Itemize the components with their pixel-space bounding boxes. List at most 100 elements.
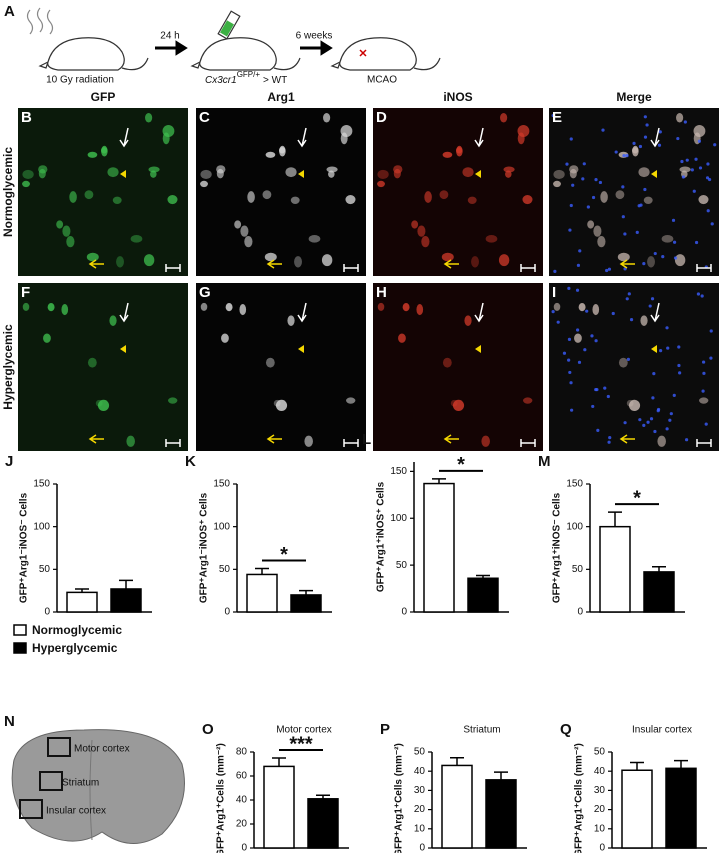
cell [116, 256, 124, 268]
y-tick-label: 20 [414, 804, 426, 815]
y-tick-label: 0 [44, 607, 50, 618]
cell [569, 168, 577, 179]
panel-letter: F [21, 284, 30, 301]
nucleus [652, 371, 656, 376]
cell [109, 315, 117, 326]
nucleus [643, 115, 647, 119]
region-label: Motor cortex [74, 744, 130, 755]
nucleus [653, 251, 657, 256]
bar [621, 769, 653, 849]
cell [38, 168, 46, 179]
y-tick-label: 0 [577, 607, 583, 618]
row-label: Hyperglycemic [1, 324, 15, 410]
y-axis-label: GFP⁺Arg1⁺iNOS⁺ Cells [376, 481, 387, 592]
cell [442, 357, 452, 368]
y-axis-label: GFP⁺Arg1⁻iNOS⁺ Cells [199, 492, 210, 603]
cell [578, 303, 586, 312]
nucleus [638, 418, 642, 422]
arrow [300, 40, 333, 56]
cell [377, 180, 385, 188]
nucleus [705, 176, 710, 180]
y-tick-label: 150 [213, 479, 230, 490]
nucleus [697, 139, 702, 143]
y-tick-label: 50 [219, 564, 231, 575]
panel-letter: B [21, 109, 32, 126]
panel-letter: A [4, 3, 15, 20]
y-tick-label: 40 [594, 766, 606, 777]
nucleus [598, 180, 603, 185]
nucleus [625, 297, 629, 301]
cell [615, 190, 625, 200]
scale-bar [165, 264, 181, 272]
cell [84, 190, 94, 200]
nucleus [595, 387, 599, 392]
nucleus [607, 267, 612, 271]
cell [500, 113, 508, 123]
cell [87, 151, 98, 158]
y-tick-label: 0 [241, 843, 247, 853]
y-tick-label: 40 [236, 795, 248, 806]
y-axis-label: GFP⁺Arg1⁺Cells (mm⁻²) [394, 743, 405, 853]
cell [523, 397, 533, 404]
panel-letter: G [199, 284, 211, 301]
cell [22, 302, 30, 311]
cell [112, 196, 122, 204]
panel-letter: C [199, 109, 210, 126]
nucleus [551, 310, 555, 314]
nucleus [614, 150, 618, 154]
cell [239, 304, 247, 316]
nucleus [621, 215, 625, 219]
nucleus [672, 240, 677, 244]
cell [632, 145, 639, 157]
nucleus [608, 436, 612, 440]
y-axis-label: GFP⁺Arg1⁺Cells (mm⁻²) [216, 743, 227, 853]
arrowhead [120, 170, 126, 178]
column-header: GFP [91, 90, 116, 104]
scale-bar [696, 439, 712, 447]
y-tick-label: 60 [236, 771, 248, 782]
bar [485, 779, 517, 849]
cell [326, 166, 338, 173]
cell [600, 191, 608, 203]
bar [467, 577, 499, 613]
error-bar [450, 757, 464, 766]
nucleus [680, 159, 684, 164]
nucleus [571, 183, 575, 187]
bar [643, 571, 675, 613]
cell [462, 167, 474, 178]
cell [126, 435, 135, 447]
cell [617, 252, 630, 262]
nucleus [583, 348, 587, 352]
cell [262, 190, 272, 200]
arrowhead [298, 345, 304, 353]
cell [346, 397, 356, 404]
cell [321, 254, 333, 267]
y-tick-label: 10 [414, 823, 426, 834]
region-label: Striatum [62, 778, 99, 789]
y-tick-label: 10 [594, 823, 606, 834]
panel-letter: I [552, 284, 556, 301]
nucleus [611, 311, 615, 316]
nucleus [551, 113, 555, 118]
nucleus [567, 337, 572, 341]
micrographs: GFP Arg1 iNOS Merge Normoglycemic B C D E Hypergl… [1, 90, 719, 451]
cell [69, 191, 77, 203]
nucleus [673, 256, 678, 260]
cell [402, 303, 410, 312]
cell [674, 254, 686, 267]
nucleus [666, 346, 670, 350]
cell [225, 303, 233, 312]
cell [101, 145, 108, 157]
nucleus [642, 423, 646, 428]
cell [587, 220, 595, 229]
y-tick-label: 100 [566, 521, 583, 532]
nucleus [681, 175, 685, 179]
y-tick-label: 30 [414, 785, 426, 796]
cell [377, 169, 389, 179]
nucleus [576, 328, 580, 332]
cell [553, 169, 565, 179]
cell [393, 168, 401, 179]
nucleus [585, 309, 589, 313]
y-tick-label: 100 [390, 513, 407, 524]
